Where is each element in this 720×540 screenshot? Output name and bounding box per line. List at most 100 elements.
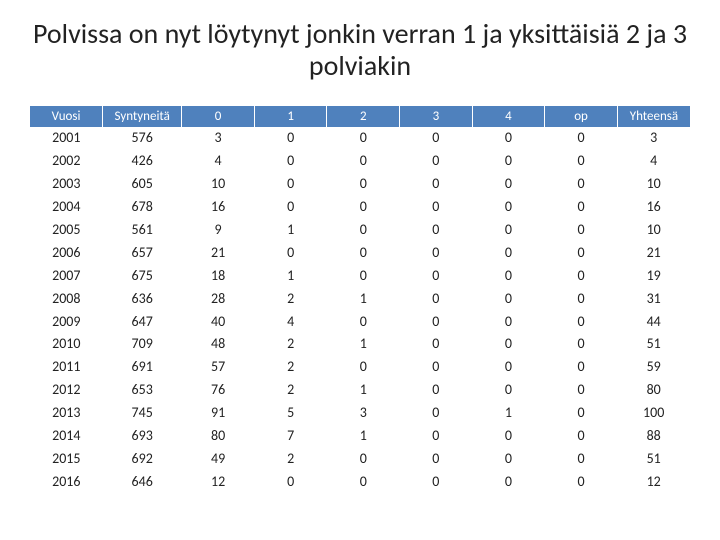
- table-row: 2012653762100080: [30, 379, 690, 402]
- table-cell: 3: [182, 127, 255, 150]
- table-cell: 16: [182, 196, 255, 219]
- table-cell: 1: [327, 425, 400, 448]
- table-cell: 709: [103, 333, 182, 356]
- table-cell: 1: [254, 265, 327, 288]
- table-cell: 80: [617, 379, 690, 402]
- table-cell: 0: [472, 425, 545, 448]
- table-cell: 0: [327, 219, 400, 242]
- table-cell: 0: [327, 448, 400, 471]
- table-row: 2004678160000016: [30, 196, 690, 219]
- table-cell: 44: [617, 311, 690, 334]
- table-cell: 88: [617, 425, 690, 448]
- table-cell: 19: [617, 265, 690, 288]
- table-row: 2003605100000010: [30, 173, 690, 196]
- table-cell: 0: [472, 356, 545, 379]
- table-cell: 0: [400, 448, 473, 471]
- table-cell: 647: [103, 311, 182, 334]
- table-header-cell: 1: [254, 106, 327, 127]
- table-cell: 2005: [30, 219, 103, 242]
- table-cell: 0: [327, 196, 400, 219]
- table-cell: 0: [545, 150, 618, 173]
- table-cell: 0: [472, 448, 545, 471]
- table-cell: 57: [182, 356, 255, 379]
- table-cell: 605: [103, 173, 182, 196]
- table-cell: 2012: [30, 379, 103, 402]
- table-cell: 0: [545, 173, 618, 196]
- table-cell: 49: [182, 448, 255, 471]
- table-cell: 0: [472, 173, 545, 196]
- table-row: 2014693807100088: [30, 425, 690, 448]
- table-cell: 1: [327, 379, 400, 402]
- table-cell: 12: [617, 471, 690, 494]
- table-cell: 0: [545, 448, 618, 471]
- table-header-cell: 4: [472, 106, 545, 127]
- table-cell: 0: [400, 379, 473, 402]
- table-cell: 745: [103, 402, 182, 425]
- table-cell: 0: [545, 402, 618, 425]
- table-cell: 3: [617, 127, 690, 150]
- table-cell: 2: [254, 448, 327, 471]
- table-cell: 576: [103, 127, 182, 150]
- table-cell: 0: [400, 150, 473, 173]
- table-cell: 653: [103, 379, 182, 402]
- table-cell: 21: [182, 242, 255, 265]
- table-cell: 21: [617, 242, 690, 265]
- table-cell: 691: [103, 356, 182, 379]
- table-cell: 692: [103, 448, 182, 471]
- table-cell: 0: [472, 219, 545, 242]
- table-cell: 2010: [30, 333, 103, 356]
- table-cell: 0: [472, 333, 545, 356]
- table-cell: 0: [400, 471, 473, 494]
- table-cell: 40: [182, 311, 255, 334]
- table-row: 2006657210000021: [30, 242, 690, 265]
- table-cell: 0: [400, 173, 473, 196]
- table-cell: 0: [545, 242, 618, 265]
- table-cell: 10: [617, 219, 690, 242]
- table-cell: 2: [254, 288, 327, 311]
- table-cell: 0: [545, 288, 618, 311]
- table-cell: 0: [254, 150, 327, 173]
- table-cell: 1: [472, 402, 545, 425]
- table-cell: 10: [617, 173, 690, 196]
- table-cell: 0: [400, 288, 473, 311]
- table-cell: 2006: [30, 242, 103, 265]
- table-cell: 0: [472, 471, 545, 494]
- table-cell: 80: [182, 425, 255, 448]
- table-cell: 0: [545, 471, 618, 494]
- table-cell: 0: [254, 196, 327, 219]
- table-header-cell: op: [545, 106, 618, 127]
- table-cell: 48: [182, 333, 255, 356]
- table-cell: 0: [472, 311, 545, 334]
- table-cell: 0: [545, 356, 618, 379]
- table-cell: 678: [103, 196, 182, 219]
- table-cell: 0: [254, 242, 327, 265]
- table-cell: 2002: [30, 150, 103, 173]
- table-cell: 0: [545, 311, 618, 334]
- table-cell: 2009: [30, 311, 103, 334]
- table-cell: 0: [327, 265, 400, 288]
- table-row: 20024264000004: [30, 150, 690, 173]
- table-cell: 0: [545, 196, 618, 219]
- table-cell: 18: [182, 265, 255, 288]
- table-cell: 2014: [30, 425, 103, 448]
- table-cell: 2: [254, 333, 327, 356]
- table-header-cell: 0: [182, 106, 255, 127]
- table-cell: 0: [545, 127, 618, 150]
- slide-title: Polvissa on nyt löytynyt jonkin verran 1…: [30, 18, 690, 82]
- table-cell: 59: [617, 356, 690, 379]
- table-cell: 4: [182, 150, 255, 173]
- table-cell: 2007: [30, 265, 103, 288]
- table-row: 2008636282100031: [30, 288, 690, 311]
- table-cell: 0: [545, 219, 618, 242]
- table-cell: 3: [327, 402, 400, 425]
- table-cell: 0: [472, 196, 545, 219]
- table-row: 20137459153010100: [30, 402, 690, 425]
- table-cell: 675: [103, 265, 182, 288]
- table-cell: 2015: [30, 448, 103, 471]
- table-cell: 0: [400, 196, 473, 219]
- table-cell: 2016: [30, 471, 103, 494]
- table-cell: 657: [103, 242, 182, 265]
- table-cell: 2001: [30, 127, 103, 150]
- table-header-cell: Vuosi: [30, 106, 103, 127]
- table-row: 2010709482100051: [30, 333, 690, 356]
